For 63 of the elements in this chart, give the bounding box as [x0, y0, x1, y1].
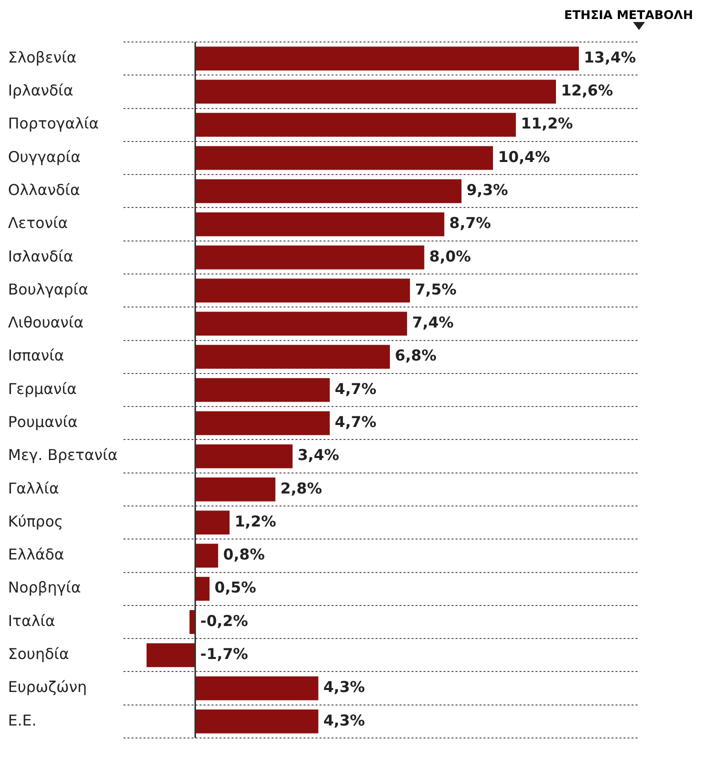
bar [195, 245, 424, 270]
y-tick-label: Νορβηγία [8, 578, 81, 597]
data-label: 0,8% [223, 546, 265, 564]
y-tick-label: Ελλάδα [8, 546, 64, 564]
bar [195, 112, 516, 137]
y-tick-label: Ιταλία [8, 612, 56, 630]
y-tick-label: Ισλανδία [8, 247, 74, 266]
chart-title: ΕΤΗΣΙΑ ΜΕΤΑΒΟΛΗ [564, 8, 693, 22]
data-label: 6,8% [394, 346, 437, 365]
y-tick-label: Ολλανδία [8, 181, 80, 200]
bar [195, 278, 410, 303]
bar [195, 344, 390, 369]
y-tick-label: Γαλλία [8, 479, 60, 498]
bar [195, 576, 210, 601]
data-label: 12,6% [560, 82, 614, 100]
data-label: 13,4% [584, 48, 636, 66]
bar [195, 212, 444, 236]
y-tick-label: Μεγ. Βρετανία [8, 446, 118, 464]
data-label: 4,7% [334, 413, 376, 432]
data-label: 1,2% [234, 512, 276, 530]
bar [195, 46, 579, 71]
y-tick-label: Ουγγαρία [8, 148, 81, 166]
y-tick-label: Ρουμανία [8, 413, 78, 432]
data-label: 4,3% [323, 711, 365, 730]
bar [195, 676, 318, 700]
data-label: 3,4% [298, 446, 340, 464]
bar [195, 146, 493, 170]
data-label: 11,2% [520, 114, 573, 133]
bar [195, 378, 330, 402]
y-tick-label: Πορτογαλία [8, 114, 99, 133]
y-tick-label: Ιρλανδία [8, 82, 74, 100]
data-label: 2,8% [280, 479, 322, 498]
data-label: 4,7% [334, 380, 376, 398]
y-tick-label: Σλοβενία [8, 48, 77, 66]
y-tick-label: Ευρωζώνη [8, 678, 87, 696]
bar [195, 411, 330, 436]
data-label: 4,3% [323, 678, 365, 696]
data-label: 7,4% [412, 314, 454, 332]
bar [195, 444, 293, 468]
bar [195, 80, 556, 104]
bar [195, 312, 408, 336]
data-label: 8,7% [449, 214, 491, 232]
data-label: -1,7% [200, 645, 248, 664]
y-tick-label: Σουηδία [8, 645, 70, 664]
y-tick-label: Ισπανία [8, 346, 64, 365]
bar [195, 179, 462, 204]
y-tick-label: Γερμανία [8, 380, 77, 398]
data-label: 9,3% [466, 181, 508, 200]
data-label: 10,4% [498, 148, 550, 166]
y-tick-label: Λετονία [8, 214, 68, 232]
data-label: 7,5% [414, 280, 457, 298]
bar [146, 643, 196, 668]
y-tick-label: Λιθουανία [8, 314, 84, 332]
y-tick-label: Βουλγαρία [8, 280, 88, 298]
bar [195, 544, 218, 568]
bar [195, 477, 276, 502]
data-label: 0,5% [214, 578, 256, 597]
y-tick-label: Κύπρος [8, 512, 64, 530]
bar [195, 510, 230, 535]
data-label: -0,2% [200, 612, 248, 630]
data-label: 8,0% [429, 247, 471, 266]
bar [195, 709, 318, 734]
y-tick-label: Ε.Ε. [8, 711, 36, 730]
